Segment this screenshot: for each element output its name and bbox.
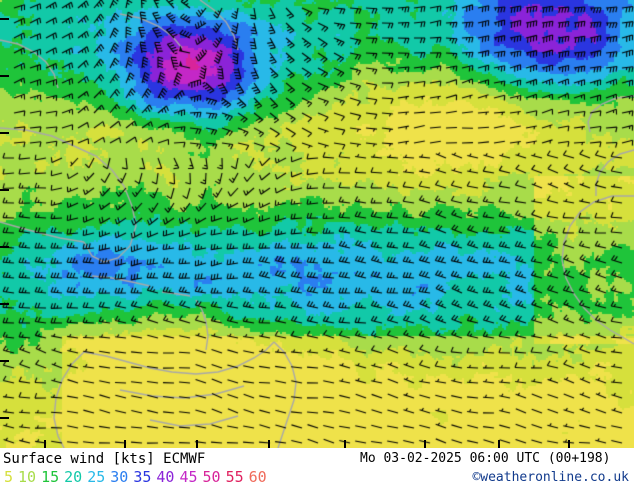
legend-item-55kts: 55 — [225, 468, 244, 486]
longitude-tick — [268, 440, 270, 448]
surface-wind-map-canvas[interactable] — [0, 0, 634, 448]
copyright-notice: ©weatheronline.co.uk — [472, 470, 629, 485]
legend-item-50kts: 50 — [202, 468, 221, 486]
latitude-tick — [0, 189, 9, 191]
latitude-tick — [0, 132, 9, 134]
product-title: Surface wind [kts] ECMWF — [3, 451, 206, 467]
legend-item-40kts: 40 — [156, 468, 175, 486]
legend-item-60kts: 60 — [248, 468, 267, 486]
longitude-tick — [498, 440, 500, 448]
model-run-timestamp: Mo 03-02-2025 06:00 UTC (00+198) — [360, 451, 611, 466]
longitude-tick — [196, 440, 198, 448]
latitude-tick — [0, 360, 9, 362]
legend-item-20kts: 20 — [64, 468, 83, 486]
legend-item-35kts: 35 — [133, 468, 152, 486]
latitude-tick — [0, 18, 9, 20]
legend-item-25kts: 25 — [87, 468, 106, 486]
legend-item-15kts: 15 — [41, 468, 60, 486]
longitude-tick — [344, 440, 346, 448]
longitude-tick — [44, 440, 46, 448]
latitude-tick — [0, 303, 9, 305]
longitude-tick — [124, 440, 126, 448]
legend-item-10kts: 10 — [18, 468, 37, 486]
latitude-tick — [0, 246, 9, 248]
map-footer-bar: Surface wind [kts] ECMWF Mo 03-02-2025 0… — [0, 448, 634, 490]
wind-map-panel[interactable] — [0, 0, 634, 448]
longitude-tick — [424, 440, 426, 448]
legend-item-5kts: 5 — [4, 468, 14, 486]
legend-item-45kts: 45 — [179, 468, 198, 486]
latitude-tick — [0, 75, 9, 77]
longitude-tick — [568, 440, 570, 448]
legend-item-30kts: 30 — [110, 468, 129, 486]
wind-speed-legend: 5 10 15 20 25 30 35 40 45 50 55 60 — [4, 469, 267, 489]
latitude-tick — [0, 417, 9, 419]
